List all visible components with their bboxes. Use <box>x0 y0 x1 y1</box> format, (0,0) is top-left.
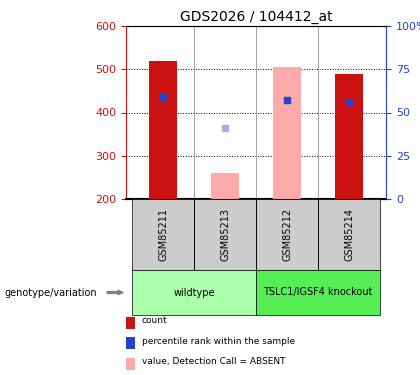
Title: GDS2026 / 104412_at: GDS2026 / 104412_at <box>180 10 333 24</box>
Bar <box>132 270 256 315</box>
Bar <box>318 199 380 270</box>
Bar <box>149 61 177 199</box>
Text: GSM85214: GSM85214 <box>344 208 354 261</box>
Text: TSLC1/IGSF4 knockout: TSLC1/IGSF4 knockout <box>263 288 373 297</box>
Text: GSM85211: GSM85211 <box>158 208 168 261</box>
Bar <box>132 199 194 270</box>
Bar <box>256 270 380 315</box>
Bar <box>194 199 256 270</box>
Text: value, Detection Call = ABSENT: value, Detection Call = ABSENT <box>142 357 285 366</box>
Bar <box>256 199 318 270</box>
Text: GSM85213: GSM85213 <box>220 208 230 261</box>
Bar <box>273 67 301 199</box>
Bar <box>211 173 239 199</box>
Bar <box>335 74 363 199</box>
Text: wildtype: wildtype <box>173 288 215 297</box>
Text: count: count <box>142 316 167 325</box>
Text: percentile rank within the sample: percentile rank within the sample <box>142 337 295 346</box>
Text: GSM85212: GSM85212 <box>282 208 292 261</box>
Text: genotype/variation: genotype/variation <box>4 288 97 297</box>
